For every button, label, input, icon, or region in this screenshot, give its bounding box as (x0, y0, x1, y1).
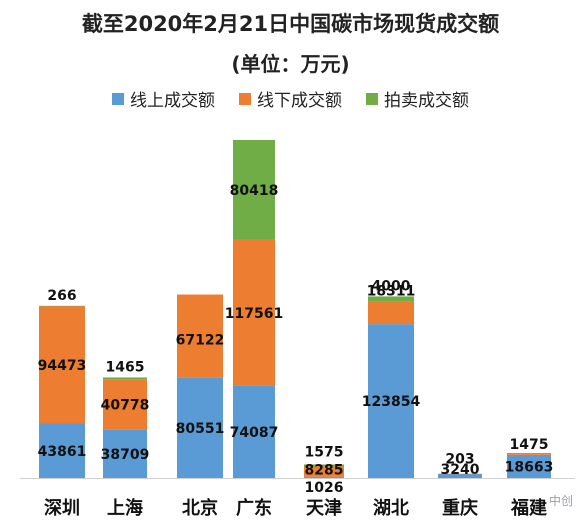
data-label-4-1: 8285 (305, 463, 344, 479)
data-label-2-0: 80551 (176, 421, 225, 437)
data-label-5-2: 4000 (372, 278, 411, 294)
x-tick-label-6: 重庆 (442, 497, 478, 519)
data-label-0-2: 266 (47, 288, 76, 304)
legend-label-online: 线上成交额 (130, 91, 215, 111)
bar-6-1 (438, 473, 482, 475)
bar-1-1 (103, 379, 147, 430)
legend-swatch-online (112, 92, 124, 105)
x-tick-label-1: 上海 (107, 497, 143, 519)
bar-5-2 (368, 296, 414, 302)
data-label-7-0: 18663 (505, 459, 554, 475)
legend-item-offline: 线下成交额 (239, 86, 342, 111)
bar-0-2 (39, 305, 85, 307)
x-tick-label-0: 深圳 (44, 497, 80, 519)
x-tick-label-5: 湖北 (373, 498, 409, 519)
data-label-3-1: 117561 (225, 306, 283, 322)
chart-subtitle: (单位：万元) (231, 52, 350, 76)
bar-5-1 (368, 301, 414, 325)
bar-7-1 (507, 452, 551, 455)
bar-4-2 (304, 464, 344, 467)
bar-7-0 (507, 454, 551, 478)
bar-3-2 (233, 140, 275, 240)
bar-2-0 (177, 377, 223, 478)
data-label-4-2: 1575 (305, 444, 344, 460)
data-label-4-0: 1026 (305, 480, 344, 496)
bar-1-0 (103, 429, 147, 478)
data-label-7-1: 1475 (510, 437, 549, 453)
bar-3-1 (233, 239, 275, 386)
bar-3-0 (233, 385, 275, 478)
legend-item-auction: 拍卖成交额 (366, 86, 469, 111)
data-label-5-1: 18311 (367, 283, 416, 299)
x-tick-label-7: 福建 (510, 497, 547, 519)
legend-label-auction: 拍卖成交额 (384, 91, 469, 111)
data-label-6-0: 3240 (441, 462, 480, 478)
legend: 线上成交额 线下成交额 拍卖成交额 (0, 86, 581, 111)
bar-2-1 (177, 294, 223, 378)
legend-item-online: 线上成交额 (112, 86, 215, 111)
bar-4-1 (304, 466, 344, 477)
data-label-1-0: 38709 (101, 447, 150, 463)
chart-title: 截至2020年2月21日中国碳市场现货成交额 (81, 12, 500, 36)
bar-1-2 (103, 377, 147, 380)
x-tick-label-4: 天津 (306, 497, 342, 519)
legend-swatch-auction (366, 92, 378, 105)
bar-0-0 (39, 423, 85, 478)
data-label-0-0: 43861 (38, 444, 87, 460)
bar-0-1 (39, 306, 85, 424)
data-label-2-1: 67122 (176, 333, 225, 349)
x-tick-label-3: 广东 (236, 497, 272, 519)
data-label-6-1: 203 (445, 452, 474, 468)
data-label-3-0: 74087 (230, 425, 279, 441)
data-label-0-1: 94473 (38, 358, 87, 374)
data-label-1-1: 40778 (101, 398, 150, 414)
x-tick-label-2: 北京 (182, 497, 218, 519)
watermark: 中创 (548, 494, 573, 508)
bar-5-0 (368, 324, 414, 478)
data-label-1-2: 1465 (106, 359, 145, 375)
data-label-3-2: 80418 (230, 183, 279, 199)
bar-4-0 (304, 476, 344, 478)
legend-label-offline: 线下成交额 (257, 91, 342, 111)
data-label-5-0: 123854 (362, 394, 421, 410)
legend-swatch-offline (239, 92, 251, 105)
bar-6-0 (438, 473, 482, 478)
